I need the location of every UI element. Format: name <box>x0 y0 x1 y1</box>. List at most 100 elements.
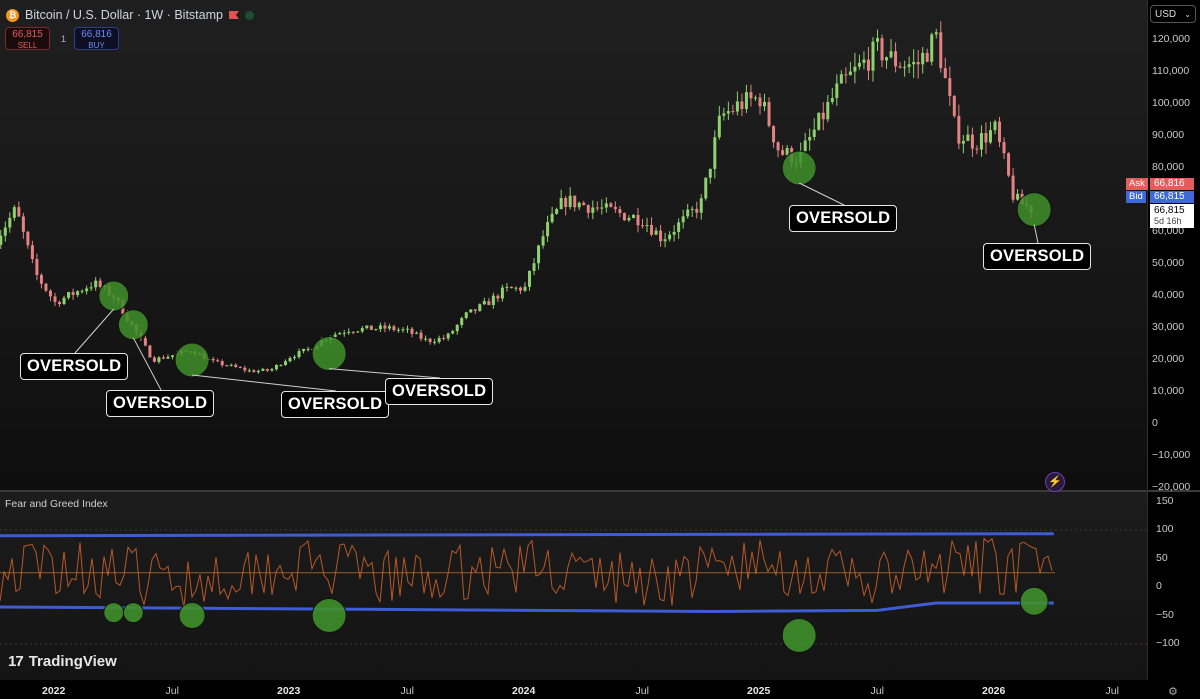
candle-body <box>898 66 902 68</box>
buy-button[interactable]: 66,816 BUY <box>74 27 119 50</box>
candle-body <box>509 286 513 289</box>
candle-body <box>550 213 554 223</box>
annotation-leader <box>798 182 845 206</box>
candle-body <box>925 52 929 62</box>
tradingview-mark-icon: 17 <box>8 653 24 670</box>
oversold-price-marker <box>1016 192 1052 228</box>
candle-body <box>785 148 789 155</box>
candle-body <box>663 239 667 242</box>
flag-icon[interactable] <box>228 11 239 19</box>
candle-body <box>889 51 893 58</box>
candle-body <box>618 209 622 214</box>
sell-label: SELL <box>17 41 38 50</box>
currency-select[interactable]: USD ⌄ <box>1150 5 1196 23</box>
oversold-price-marker <box>781 150 817 186</box>
candle-body <box>871 41 875 71</box>
time-tick-label: 2022 <box>42 685 66 697</box>
candle-body <box>862 59 866 63</box>
candle-body <box>559 198 563 210</box>
lightning-icon[interactable]: ⚡ <box>1045 472 1065 492</box>
pane-separator[interactable] <box>0 490 1200 492</box>
candle-body <box>979 133 983 150</box>
candle-body <box>695 208 699 213</box>
candle-body <box>216 360 220 362</box>
candle-body <box>220 361 224 366</box>
price-tick-label: −10,000 <box>1152 449 1191 461</box>
candle-body <box>781 150 785 155</box>
candle-body <box>21 216 25 232</box>
candle-body <box>338 333 342 335</box>
candle-body <box>225 365 229 367</box>
candle-body <box>717 115 721 138</box>
candle-body <box>369 325 373 330</box>
candle-body <box>844 74 848 76</box>
candle-body <box>830 98 834 102</box>
candle-body <box>26 231 30 246</box>
candle-body <box>1007 153 1011 176</box>
candle-body <box>211 359 215 361</box>
candle-body <box>532 263 536 271</box>
candle-body <box>161 357 165 359</box>
candle-body <box>30 245 34 260</box>
candle-body <box>279 365 283 367</box>
candle-body <box>943 68 947 79</box>
candle-body <box>731 111 735 113</box>
candle-body <box>857 62 861 67</box>
candle-body <box>753 97 757 99</box>
candle-body <box>939 32 943 69</box>
candle-body <box>71 292 75 295</box>
candle-body <box>496 295 500 299</box>
candle-body <box>351 331 355 333</box>
candle-body <box>473 309 477 311</box>
candle-body <box>387 326 391 329</box>
ask-tag: Ask <box>1126 178 1148 190</box>
candle-body <box>998 121 1002 143</box>
candle-body <box>401 329 405 331</box>
indicator-tick-label: 150 <box>1156 494 1174 507</box>
candle-body <box>478 304 482 311</box>
oversold-indicator-marker <box>1019 586 1049 616</box>
candle-body <box>582 202 586 206</box>
settings-icon[interactable]: ⚙ <box>1168 686 1178 698</box>
bid-tag: Bid <box>1126 191 1146 203</box>
candle-body <box>256 370 260 373</box>
candle-body <box>767 101 771 126</box>
symbol-header[interactable]: ₿ Bitcoin / U.S. Dollar · 1W · Bitstamp <box>6 8 254 22</box>
candle-body <box>482 301 486 305</box>
candle-body <box>374 329 378 331</box>
candles <box>0 21 1033 374</box>
indicator-title[interactable]: Fear and Greed Index <box>5 498 108 510</box>
last-price-label: 66,815 5d 16h <box>1150 204 1194 228</box>
annotation-leader <box>74 308 115 354</box>
candle-body <box>433 341 437 343</box>
candle-body <box>672 231 676 235</box>
tradingview-logo[interactable]: 17 TradingView <box>8 653 117 670</box>
candle-body <box>984 133 988 143</box>
price-tick-label: 80,000 <box>1152 161 1185 173</box>
candle-body <box>627 218 631 221</box>
symbol-title[interactable]: Bitcoin / U.S. Dollar · 1W · Bitstamp <box>25 8 223 22</box>
candle-body <box>609 203 613 207</box>
candle-body <box>604 203 608 208</box>
annotation-leader <box>329 368 441 379</box>
candle-body <box>577 202 581 208</box>
indicator-tick-label: 0 <box>1156 580 1162 592</box>
candle-body <box>302 348 306 352</box>
time-tick-label: 2026 <box>982 685 1006 697</box>
oversold-price-marker <box>174 342 210 378</box>
candle-body <box>975 148 979 150</box>
oversold-price-marker <box>98 280 130 312</box>
candle-body <box>835 83 839 99</box>
candle-body <box>505 286 509 288</box>
candle-body <box>500 287 504 299</box>
lot-size[interactable]: 1 <box>61 34 67 44</box>
candle-body <box>912 62 916 65</box>
oversold-circles <box>98 150 1052 653</box>
buy-label: BUY <box>88 41 105 50</box>
sell-button[interactable]: 66,815 SELL <box>5 27 50 50</box>
price-tick-label: 50,000 <box>1152 257 1185 269</box>
price-scale-border <box>1147 0 1148 680</box>
candle-body <box>677 222 681 232</box>
candle-body <box>12 207 16 218</box>
candle-body <box>903 66 907 68</box>
